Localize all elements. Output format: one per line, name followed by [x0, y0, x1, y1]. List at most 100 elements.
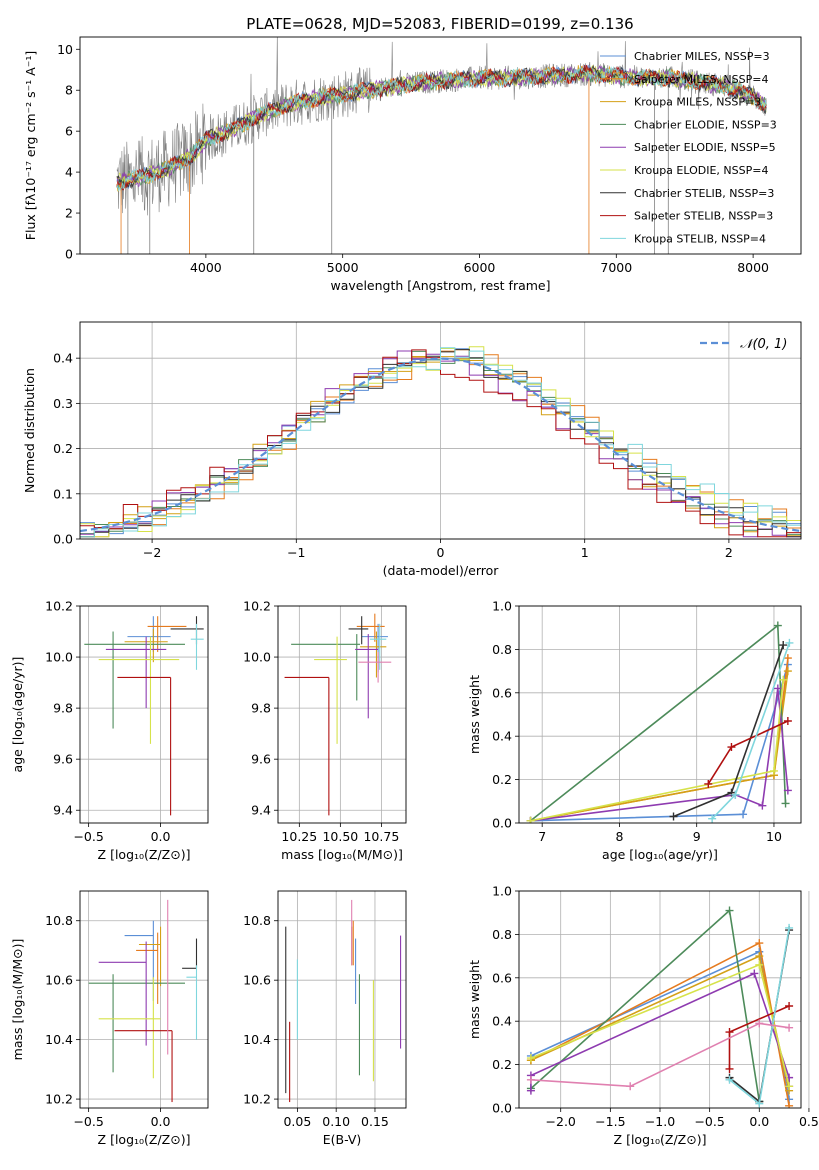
y-tick-label: 0.2	[492, 1057, 512, 1072]
x-tick-label: −0.5	[73, 829, 103, 844]
y-tick-label: 10.2	[45, 1092, 73, 1107]
x-tick-label: 0	[437, 545, 445, 560]
axes-frame-spectrum	[79, 36, 802, 255]
weight-line-3	[530, 623, 787, 822]
weight-marker	[755, 952, 764, 961]
axes-frame-age_vs_mass	[277, 605, 407, 824]
y-axis-label: mass [log₁₀(M/M⊙)]	[10, 939, 25, 1061]
panel-mass_vs_Z: −0.5 0.0 10.2 10.4 10.6 10.8 Z [log₁₀(Z/Z⊙)] ma…	[10, 890, 209, 1147]
y-tick-label: 2	[65, 206, 73, 221]
x-tick-label: 0.0	[151, 1114, 171, 1129]
weight-marker	[669, 812, 678, 821]
x-axis-label: E(B-V)	[323, 1132, 362, 1147]
y-tick-label: 0.6	[492, 970, 512, 985]
series-group-weight_vs_age	[526, 621, 794, 823]
y-tick-label: 9.8	[251, 701, 271, 716]
model-line-7	[116, 64, 767, 191]
x-tick-label: 0.15	[361, 1114, 389, 1129]
y-tick-label: 9.4	[251, 803, 271, 818]
weight-marker	[755, 960, 764, 969]
y-tick-label: 9.6	[251, 752, 271, 767]
weight-marker	[781, 799, 790, 808]
y-axis-label: mass weight	[467, 675, 482, 754]
legend-label: 𝒩(0, 1)	[740, 337, 787, 352]
figure-title: PLATE=0628, MJD=52083, FIBERID=0199, z=0…	[246, 15, 633, 33]
panel-spectrum: 4000 5000 6000 7000 8000 0 2 4 6 8 10 wavelength [A…	[23, 36, 802, 293]
weight-marker	[526, 1054, 535, 1063]
x-tick-label: 10.50	[322, 829, 358, 844]
x-tick-label: 10.25	[281, 829, 317, 844]
y-tick-label: 0.4	[492, 729, 512, 744]
x-axis-label: Z [log₁₀(Z/Z⊙)]	[98, 847, 191, 862]
x-tick-label: 0.0	[151, 829, 171, 844]
y-axis-label: Normed distribution	[22, 368, 37, 493]
gaussian-curve	[80, 357, 801, 533]
y-tick-label: 0.1	[53, 486, 73, 501]
weight-marker	[773, 684, 782, 693]
y-tick-label: 9.8	[53, 701, 73, 716]
y-tick-label: 0.3	[53, 396, 73, 411]
weight-marker	[773, 621, 782, 630]
x-axis-label: wavelength [Angstrom, rest frame]	[330, 278, 550, 293]
x-tick-label: 8	[615, 829, 623, 844]
axes-frame-mass_vs_ebv	[277, 890, 407, 1109]
weight-marker	[785, 1002, 794, 1011]
y-axis-label: age [log₁₀(age/yr)]	[10, 657, 25, 773]
x-axis-label: Z [log₁₀(Z/Z⊙)]	[98, 1132, 191, 1147]
y-tick-label: 10.4	[45, 1032, 73, 1047]
weight-marker	[725, 906, 734, 915]
legend-label: Kroupa MILES, NSSP=3	[634, 96, 761, 109]
plot-area-mass_vs_Z	[80, 891, 208, 1108]
y-tick-label: 8	[65, 83, 73, 98]
axes-frame-weight_vs_age	[518, 605, 802, 824]
y-tick-label: 10.6	[45, 973, 73, 988]
x-tick-label: 10	[766, 829, 782, 844]
weight-marker	[526, 1086, 535, 1095]
weight-marker	[783, 786, 792, 795]
weight-marker	[725, 1064, 734, 1073]
x-tick-label: 0.0	[749, 1114, 769, 1129]
legend-label: Chabrier MILES, NSSP=3	[634, 50, 770, 63]
weight-line-9	[530, 1022, 790, 1088]
weight-marker	[783, 717, 792, 726]
weight-marker	[785, 1082, 794, 1091]
legend-label: Chabrier STELIB, NSSP=3	[634, 187, 774, 200]
series-group-age_vs_mass	[284, 613, 392, 816]
model-line-8	[116, 66, 767, 192]
x-tick-label: −0.5	[73, 1114, 103, 1129]
series-group-weight_vs_Z	[526, 906, 794, 1108]
legend-label: Salpeter ELODIE, NSSP=5	[634, 141, 776, 154]
x-tick-label: 4000	[190, 260, 222, 275]
weight-marker	[704, 779, 713, 788]
x-tick-label: 7	[538, 829, 546, 844]
legend-label: Kroupa ELODIE, NSSP=4	[634, 164, 768, 177]
weight-marker	[727, 743, 736, 752]
y-tick-label: 10.8	[45, 913, 73, 928]
x-tick-label: 10.75	[363, 829, 399, 844]
x-tick-label: −2	[143, 545, 161, 560]
weight-marker	[785, 1101, 794, 1108]
axes-frame-residuals	[79, 321, 802, 540]
weight-marker	[758, 801, 767, 810]
y-tick-label: 0.0	[53, 532, 73, 547]
x-tick-label: 0.10	[322, 1114, 350, 1129]
weight-marker	[779, 675, 788, 684]
weight-marker	[725, 1075, 734, 1084]
x-tick-label: 0.5	[799, 1114, 819, 1129]
x-tick-label: −2.0	[546, 1114, 576, 1129]
series-group-mass_vs_ebv	[285, 899, 402, 1103]
x-axis-label: Z [log₁₀(Z/Z⊙)]	[614, 1132, 707, 1147]
panel-age_vs_Z: −0.5 0.0 9.4 9.6 9.8 10.0 10.2 Z [log₁₀(Z/Z⊙)] a…	[10, 599, 209, 862]
weight-marker	[526, 1075, 535, 1084]
weight-marker	[785, 638, 794, 647]
weight-line-3	[530, 908, 761, 1102]
plot-area-mass_vs_ebv	[278, 891, 406, 1108]
weight-marker	[755, 1019, 764, 1028]
x-tick-label: 1	[581, 545, 589, 560]
y-axis-label: Flux [fλ10⁻¹⁷ erg cm⁻² s⁻¹ A⁻¹]	[23, 51, 38, 240]
y-tick-label: 10.4	[243, 1032, 271, 1047]
x-tick-label: 0.05	[283, 1114, 311, 1129]
x-tick-label: 2	[725, 545, 733, 560]
weight-marker	[526, 816, 535, 823]
x-tick-label: 5000	[327, 260, 359, 275]
